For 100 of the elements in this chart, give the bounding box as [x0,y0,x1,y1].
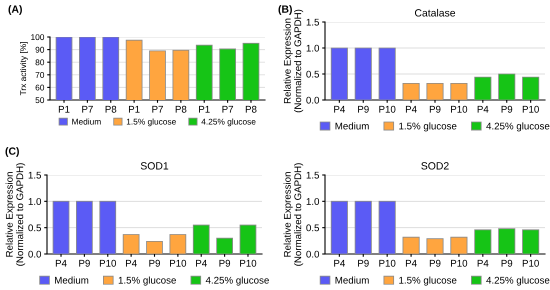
x-tick-label: P4 [406,260,417,267]
x-tick-label: P10 [451,106,468,113]
y-tick-label: 1.0 [28,198,42,205]
bar [354,48,372,100]
x-tick-label: P4 [196,260,207,267]
y-tick-label: 80 [36,59,44,66]
bar [378,48,396,100]
text: (A) [8,5,22,15]
bar [378,200,396,254]
x-tick-label: P1 [128,106,140,113]
legend-label: Medium [55,276,88,284]
y-axis-title: Relative Expression (Normalized to GAPDH) [6,163,26,266]
chart-title: SOD2 [421,162,449,170]
x-tick-label: P7 [82,106,93,113]
y-tick-label: 60 [36,84,44,90]
legend-label: Medium [72,118,101,125]
bar [240,224,256,254]
y-tick-label: 1.0 [306,44,320,52]
y-tick-label: 0.0 [28,250,42,258]
x-tick-label: P9 [358,106,369,113]
bar [498,228,516,254]
y-tick-label: 1.5 [28,172,42,179]
bar [330,48,348,100]
x-tick-label: P8 [106,106,116,113]
y-tick-label: 0.5 [28,224,42,232]
bar [354,200,372,254]
legend-label: 4.25% glucose [206,276,269,286]
bar [216,238,233,254]
bar [450,236,468,254]
bar [330,200,348,254]
x-tick-label: P10 [100,260,116,267]
x-tick-label: P7 [222,106,234,113]
x-tick-label: P4 [126,260,137,267]
legend-label: 1.5% glucose [399,122,456,132]
x-tick-label: P9 [502,106,512,113]
y-axis-title: Relative Expression (Normalized to GAPDH) [284,163,304,266]
x-tick-label: P10 [379,260,396,267]
x-tick-label: P10 [170,260,186,267]
bar [402,236,420,254]
x-tick-label: P7 [152,106,163,113]
x-tick-label: P9 [502,260,512,267]
bar [52,200,70,254]
x-tick-label: P10 [522,260,539,267]
y-tick-label: 50 [36,97,44,104]
y-tick-label: 1.5 [306,172,320,179]
text: (C) [6,147,19,157]
bar [146,240,163,254]
x-tick-label: P9 [79,260,90,267]
bar [426,238,444,254]
bar [192,224,210,254]
x-tick-label: P10 [240,260,256,267]
x-tick-label: P10 [379,106,396,113]
x-tick-label: P1 [58,106,70,113]
x-tick-label: P4 [478,260,488,267]
x-tick-label: P10 [451,260,468,267]
bar [402,82,420,100]
bar [122,234,140,254]
x-tick-label: P10 [522,106,539,113]
x-tick-label: P9 [430,260,440,267]
text: (B) [278,5,292,15]
bar [426,82,444,100]
y-tick-label: 1.5 [306,18,320,26]
bar [474,229,492,254]
bar [498,74,516,100]
x-tick-label: P8 [246,106,256,113]
bar [76,200,93,254]
y-tick-label: 0.5 [306,70,320,78]
x-tick-label: P4 [334,106,346,113]
x-tick-label: P9 [149,260,160,267]
y-tick-label: 0.0 [306,250,320,258]
y-tick-label: 0.5 [306,224,320,232]
x-tick-label: P4 [406,106,417,113]
legend-label: 4.25% glucose [486,276,550,286]
legend-label: 1.5% glucose [126,118,176,126]
y-tick-label: 90 [36,46,44,53]
y-tick-label: 1.0 [306,198,320,205]
y-tick-label: 70 [36,72,44,78]
bar [522,76,540,100]
x-tick-label: P1 [199,106,210,113]
y-tick-label: 0.0 [306,96,320,104]
x-tick-label: P9 [430,106,440,113]
chart-title: SOD1 [140,162,168,170]
bar [474,76,492,100]
legend-label: 1.5% glucose [118,276,176,286]
x-tick-label: P9 [358,260,369,267]
chart-title: Catalase [414,8,456,17]
legend-label: Medium [336,276,369,284]
legend-label: 4.25% glucose [486,122,550,132]
x-tick-label: P8 [176,106,186,113]
x-tick-label: P4 [334,260,346,267]
x-tick-label: P4 [56,260,67,267]
bar [170,234,186,254]
bar [450,82,468,100]
x-tick-label: P4 [478,106,488,113]
legend-label: Medium [336,122,369,130]
y-tick-label: 100 [31,34,44,40]
legend-label: 1.5% glucose [399,276,456,286]
x-tick-label: P9 [219,260,230,267]
bar [522,229,540,254]
bar [99,200,116,254]
